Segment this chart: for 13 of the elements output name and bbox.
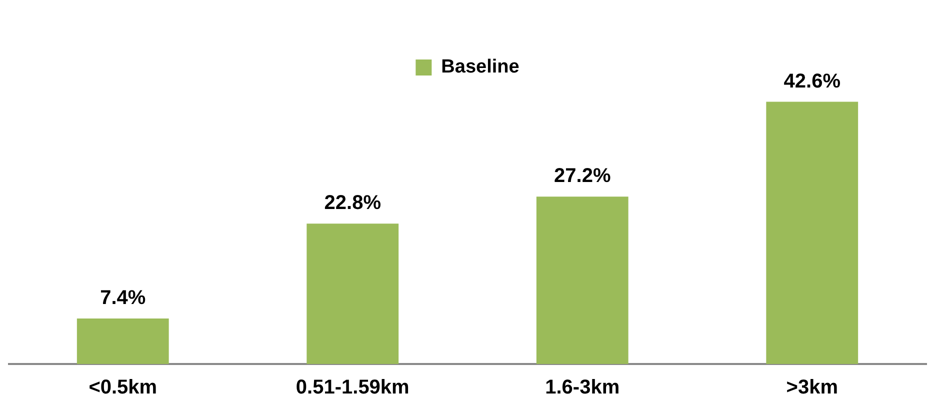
data-label: 7.4% [100, 286, 146, 309]
bar [766, 102, 858, 364]
bar [536, 196, 628, 364]
x-tick-label: >3km [786, 376, 838, 399]
bar [76, 318, 169, 364]
data-label: 27.2% [554, 165, 611, 188]
data-label: 22.8% [324, 192, 382, 214]
data-label: 42.6% [784, 70, 841, 92]
bar [306, 224, 399, 364]
legend-label: Baseline [441, 56, 520, 78]
x-tick-label: 0.51-1.59km [296, 376, 410, 399]
x-tick-label: <0.5km [88, 376, 158, 399]
x-tick-label: 1.6-3km [545, 376, 620, 399]
